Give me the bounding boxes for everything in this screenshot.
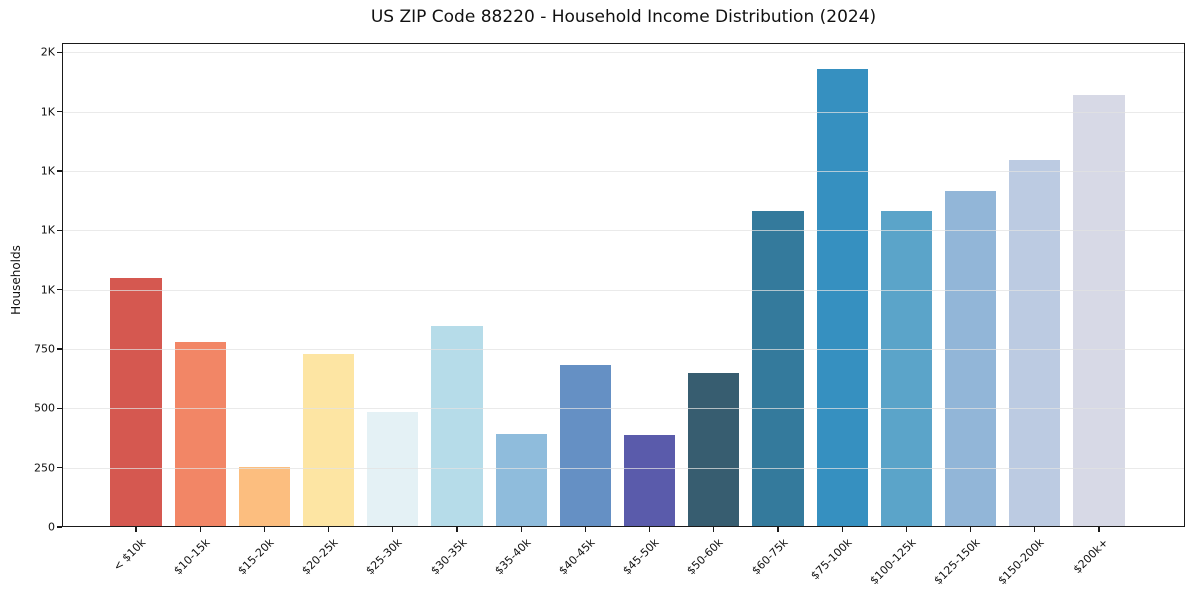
x-tick-label: $45-50k — [620, 536, 662, 578]
x-tick-label: $100-125k — [867, 536, 919, 588]
x-tick-mark — [1034, 527, 1036, 532]
x-tick-mark — [327, 527, 330, 532]
bar-$125-150k — [944, 191, 997, 527]
bar-$35-40k — [495, 434, 547, 527]
x-tick-label: $125-150k — [931, 536, 983, 588]
bar-$20-25k — [302, 354, 355, 527]
bar-$60-75k — [752, 211, 804, 527]
x-tick-mark — [263, 527, 266, 532]
x-tick-mark — [969, 527, 972, 532]
gridline — [62, 52, 1185, 54]
y-tick-label: 250 — [34, 461, 55, 475]
gridline — [62, 408, 1185, 410]
x-tick-mark — [520, 527, 522, 532]
bar-$15-20k — [238, 466, 291, 527]
x-tick-label: $25-30k — [363, 536, 406, 578]
x-tick-label: $200k+ — [1071, 536, 1112, 577]
bar-$100-125k — [880, 211, 933, 527]
bar-$40-45k — [559, 364, 612, 527]
bar-$45-50k — [623, 435, 676, 527]
gridline — [62, 171, 1185, 173]
x-tick-label: $60-75k — [748, 536, 791, 578]
y-tick-label: 0 — [48, 520, 55, 534]
x-tick-mark — [905, 527, 908, 532]
y-tick-mark — [57, 229, 62, 232]
bar-$30-35k — [431, 325, 483, 527]
x-tick-label: $20-25k — [299, 536, 341, 578]
x-tick-label: $35-40k — [492, 536, 534, 578]
y-tick-label: 2K — [40, 45, 55, 59]
x-tick-mark — [841, 527, 843, 532]
y-tick-label: 1K — [40, 223, 55, 237]
x-tick-label: $15-20k — [235, 536, 277, 578]
gridline — [62, 289, 1185, 291]
y-tick-mark — [57, 348, 62, 350]
y-tick-mark — [57, 289, 62, 291]
y-axis-label: Households — [9, 245, 23, 315]
x-tick-label: $50-60k — [684, 536, 727, 578]
gridline — [62, 230, 1185, 232]
x-tick-mark — [199, 527, 201, 532]
y-tick-label: 1K — [40, 105, 55, 119]
chart-title: US ZIP Code 88220 - Household Income Dis… — [370, 7, 877, 27]
x-tick-label: < $10k — [110, 536, 149, 574]
bar-$75-100k — [816, 69, 868, 527]
y-tick-mark — [57, 466, 62, 469]
x-tick-label: $40-45k — [556, 536, 598, 578]
x-tick-label: $150-200k — [995, 536, 1048, 588]
x-tick-mark — [392, 527, 394, 532]
x-tick-label: $10-15k — [171, 536, 213, 578]
x-tick-mark — [777, 527, 779, 532]
x-tick-mark — [584, 527, 587, 532]
gridline — [62, 111, 1185, 113]
bar-$50-60k — [688, 373, 740, 527]
bar-$10-15k — [174, 342, 226, 527]
x-tick-mark — [456, 527, 458, 532]
bar-$150-200k — [1009, 159, 1061, 527]
y-tick-mark — [57, 526, 62, 528]
y-tick-label: 1K — [40, 283, 55, 297]
y-tick-mark — [57, 111, 62, 113]
y-tick-label: 1K — [40, 164, 55, 178]
bar-$200k+ — [1073, 95, 1125, 527]
y-tick-mark — [57, 170, 62, 172]
y-tick-label: 500 — [34, 401, 55, 415]
gridline — [62, 467, 1185, 469]
x-tick-mark — [713, 527, 715, 532]
gridline — [62, 349, 1185, 351]
bar-$25-30k — [367, 411, 419, 527]
x-tick-label: $75-100k — [808, 536, 855, 583]
x-tick-mark — [1098, 527, 1100, 532]
x-tick-mark — [135, 527, 137, 532]
y-tick-mark — [57, 51, 62, 54]
x-tick-mark — [648, 527, 651, 532]
plot-area — [62, 43, 1185, 527]
y-tick-mark — [57, 407, 62, 410]
x-tick-label: $30-35k — [427, 536, 470, 578]
y-tick-label: 750 — [34, 342, 55, 356]
bar-< $10k — [110, 278, 162, 527]
